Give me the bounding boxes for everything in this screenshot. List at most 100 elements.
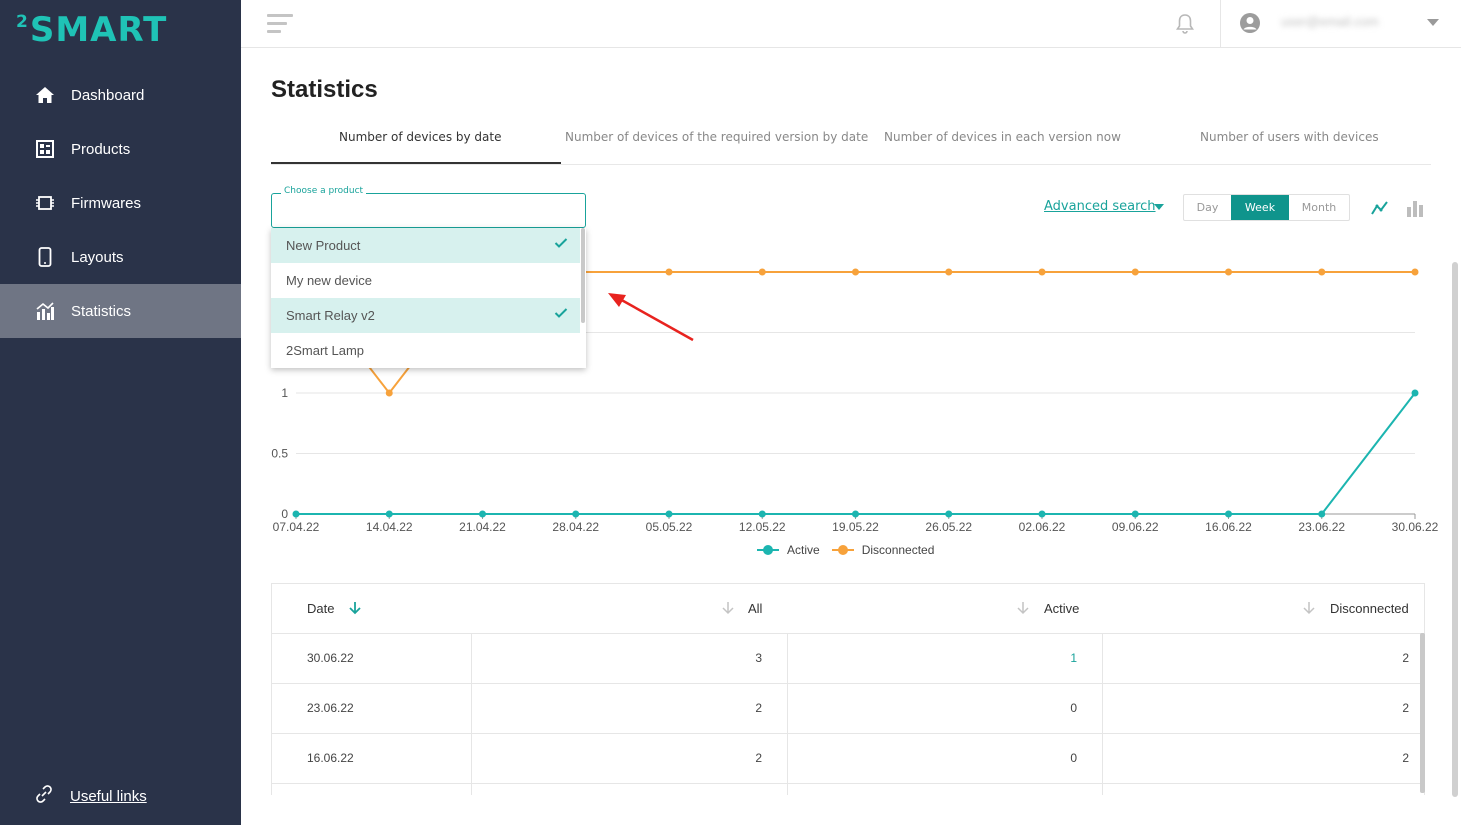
tab-users-with-devices[interactable]: Number of users with devices [1200,130,1379,144]
user-email[interactable]: user@email.com [1281,14,1379,29]
user-avatar-icon[interactable] [1239,12,1261,39]
x-tick-label: 19.05.22 [832,520,879,534]
column-header-active[interactable]: Active [1044,601,1080,616]
table-header: Date All Active Disconnected [272,584,1424,634]
data-point-disconnected [852,268,859,276]
sidebar-item-statistics[interactable]: Statistics [0,284,241,338]
phone-icon [34,246,56,268]
data-point-active [1225,510,1232,518]
cell-date: 30.06.22 [307,651,354,665]
advanced-search-link[interactable]: Advanced search [1044,199,1156,214]
table-row: 23.06.22 2 0 2 [272,684,1420,734]
page-scrollbar[interactable] [1452,262,1458,797]
x-tick-label: 28.04.22 [552,520,599,534]
y-tick-label: 1 [281,386,288,400]
tab-devices-by-date[interactable]: Number of devices by date [339,130,502,144]
product-select-label: Choose a product [281,186,367,196]
y-tick-label: 0.5 [271,447,288,461]
period-month-button[interactable]: Month [1301,201,1337,214]
statistics-tabs: Number of devices by date Number of devi… [271,120,1431,165]
top-header: user@email.com [241,0,1461,48]
sidebar-item-products[interactable]: Products [0,122,241,176]
data-point-disconnected [1225,268,1232,276]
period-week-button[interactable]: Week [1231,195,1289,220]
tab-devices-each-version[interactable]: Number of devices in each version now [884,130,1121,144]
data-point-active [665,510,673,518]
sidebar-item-layouts[interactable]: Layouts [0,230,241,284]
chevron-down-icon[interactable] [1427,19,1439,26]
bell-icon[interactable] [1175,13,1195,40]
cell-all: 3 [755,651,762,665]
x-tick-label: 23.06.22 [1298,520,1345,534]
cell-date: 23.06.22 [307,701,354,715]
chevron-down-icon[interactable] [1154,204,1164,210]
column-header-date[interactable]: Date [307,601,335,616]
sort-arrow-icon[interactable] [348,600,362,621]
useful-links-label[interactable]: Useful links [70,788,147,805]
x-tick-label: 07.04.22 [273,520,320,534]
data-point-disconnected [385,389,393,397]
x-tick-label: 09.06.22 [1112,520,1159,534]
period-day-button[interactable]: Day [1196,201,1219,214]
sort-arrow-icon[interactable] [1016,600,1030,621]
product-select[interactable] [271,193,586,228]
sidebar-item-label: Products [71,140,131,158]
bar-chart-icon[interactable] [1405,199,1425,222]
sidebar-item-label: Statistics [71,302,132,320]
cell-active: 0 [1070,701,1077,715]
data-point-active [1131,510,1139,518]
useful-links[interactable]: Useful links [34,784,147,809]
sidebar-item-label: Layouts [71,248,124,266]
x-tick-label: 12.05.22 [739,520,786,534]
logo[interactable]: 2SMART [16,10,168,50]
sidebar-item-firmwares[interactable]: Firmwares [0,176,241,230]
column-header-disconnected[interactable]: Disconnected [1330,601,1409,616]
data-point-disconnected [945,268,953,276]
data-point-disconnected [665,268,673,276]
dropdown-option[interactable]: 2Smart Lamp [286,343,365,358]
page-title: Statistics [271,76,378,103]
tab-devices-required-version[interactable]: Number of devices of the required versio… [565,130,869,144]
dropdown-option[interactable]: My new device [286,273,372,288]
annotation-arrow [600,285,700,350]
dropdown-option[interactable]: Smart Relay v2 [271,298,580,333]
cell-disconnected: 2 [1402,751,1409,765]
x-tick-label: 30.06.22 [1392,520,1439,534]
sort-arrow-icon[interactable] [1302,600,1316,621]
link-icon [34,784,54,809]
legend-item-disconnected[interactable]: Disconnected [831,543,934,557]
data-point-active [852,510,859,518]
dropdown-scrollbar[interactable] [581,228,585,323]
data-point-active [1318,510,1326,518]
x-tick-label: 26.05.22 [925,520,972,534]
table-scrollbar[interactable] [1420,633,1425,793]
x-tick-label: 21.04.22 [459,520,506,534]
table-row: 16.06.22 2 0 2 [272,734,1420,784]
statistics-icon [34,300,56,322]
line-chart-icon[interactable] [1370,199,1390,222]
legend-item-active[interactable]: Active [757,543,820,557]
dropdown-option[interactable]: New Product [271,228,580,263]
column-header-all[interactable]: All [748,601,763,616]
data-point-disconnected [1411,268,1419,276]
sort-arrow-icon[interactable] [721,600,735,621]
data-point-active [479,510,486,518]
active-tab-indicator [271,162,561,164]
cell-all: 2 [755,751,762,765]
column-divider [787,634,788,795]
products-icon [34,138,56,160]
cell-disconnected: 2 [1402,651,1409,665]
data-point-disconnected [758,268,766,276]
cell-disconnected: 2 [1402,701,1409,715]
data-point-active [1411,389,1419,397]
home-icon [34,84,56,106]
sidebar-item-dashboard[interactable]: Dashboard [0,68,241,122]
sidebar-item-label: Dashboard [71,86,145,104]
data-point-active [385,510,393,518]
x-tick-label: 05.05.22 [646,520,693,534]
y-tick-label: 0 [281,507,288,521]
sidebar-item-label: Firmwares [71,194,141,212]
data-point-disconnected [1038,268,1046,276]
menu-toggle-icon[interactable] [267,14,295,34]
